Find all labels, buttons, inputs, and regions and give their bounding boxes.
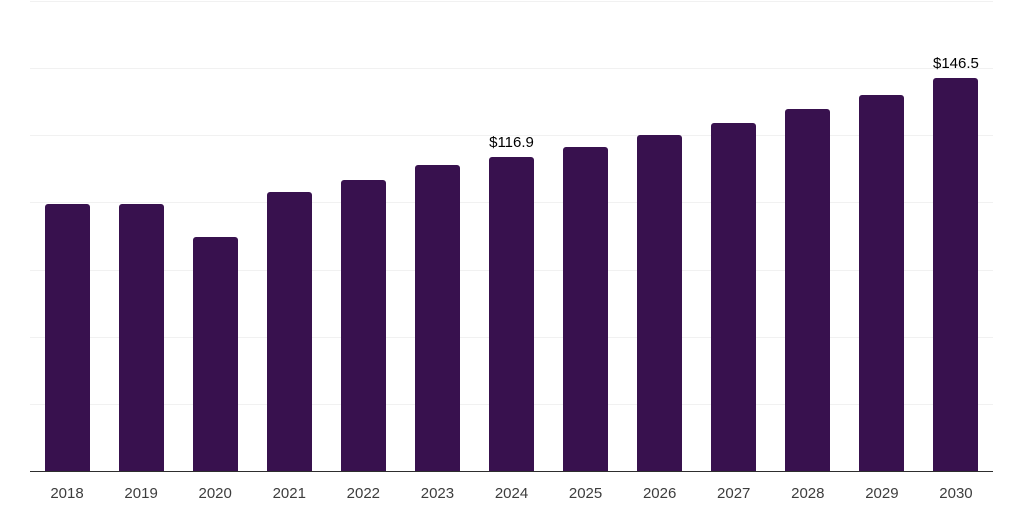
bar-2029	[859, 95, 905, 471]
bar-2018	[44, 203, 90, 471]
data-label-2024: $116.9	[489, 134, 534, 152]
bar-2025	[563, 146, 609, 471]
x-tick-label-2019: 2019	[124, 485, 158, 502]
bar-2019	[118, 204, 164, 471]
x-tick-label-2024: 2024	[494, 485, 529, 502]
x-tick-label-2027: 2027	[717, 485, 751, 502]
gridline-175	[30, 1, 993, 2]
bar-2030	[933, 77, 979, 471]
bar-2026	[637, 135, 683, 471]
x-tick-label-2023: 2023	[420, 485, 455, 502]
gridline-125	[30, 135, 993, 137]
x-tick-label-2022: 2022	[346, 485, 381, 502]
bar-2023	[414, 165, 460, 471]
x-tick-label-2026: 2026	[642, 485, 677, 502]
bar-2021	[266, 191, 312, 471]
x-tick-label-2028: 2028	[791, 485, 825, 502]
bar-2020	[192, 236, 238, 471]
bar-2022	[340, 179, 386, 471]
x-tick-label-2021: 2021	[272, 485, 306, 502]
x-tick-label-2020: 2020	[198, 485, 232, 502]
bar-2024	[489, 157, 534, 471]
x-axis-line	[30, 470, 993, 472]
bar-2028	[785, 108, 831, 471]
x-tick-label-2030: 2030	[939, 485, 973, 502]
x-tick-label-2025: 2025	[568, 485, 603, 502]
bar-2027	[711, 123, 757, 471]
gridline-150	[30, 68, 993, 70]
x-tick-label-2029: 2029	[865, 485, 899, 502]
x-tick-label-2018: 2018	[50, 485, 84, 502]
data-label-2030: $146.5	[933, 54, 979, 72]
